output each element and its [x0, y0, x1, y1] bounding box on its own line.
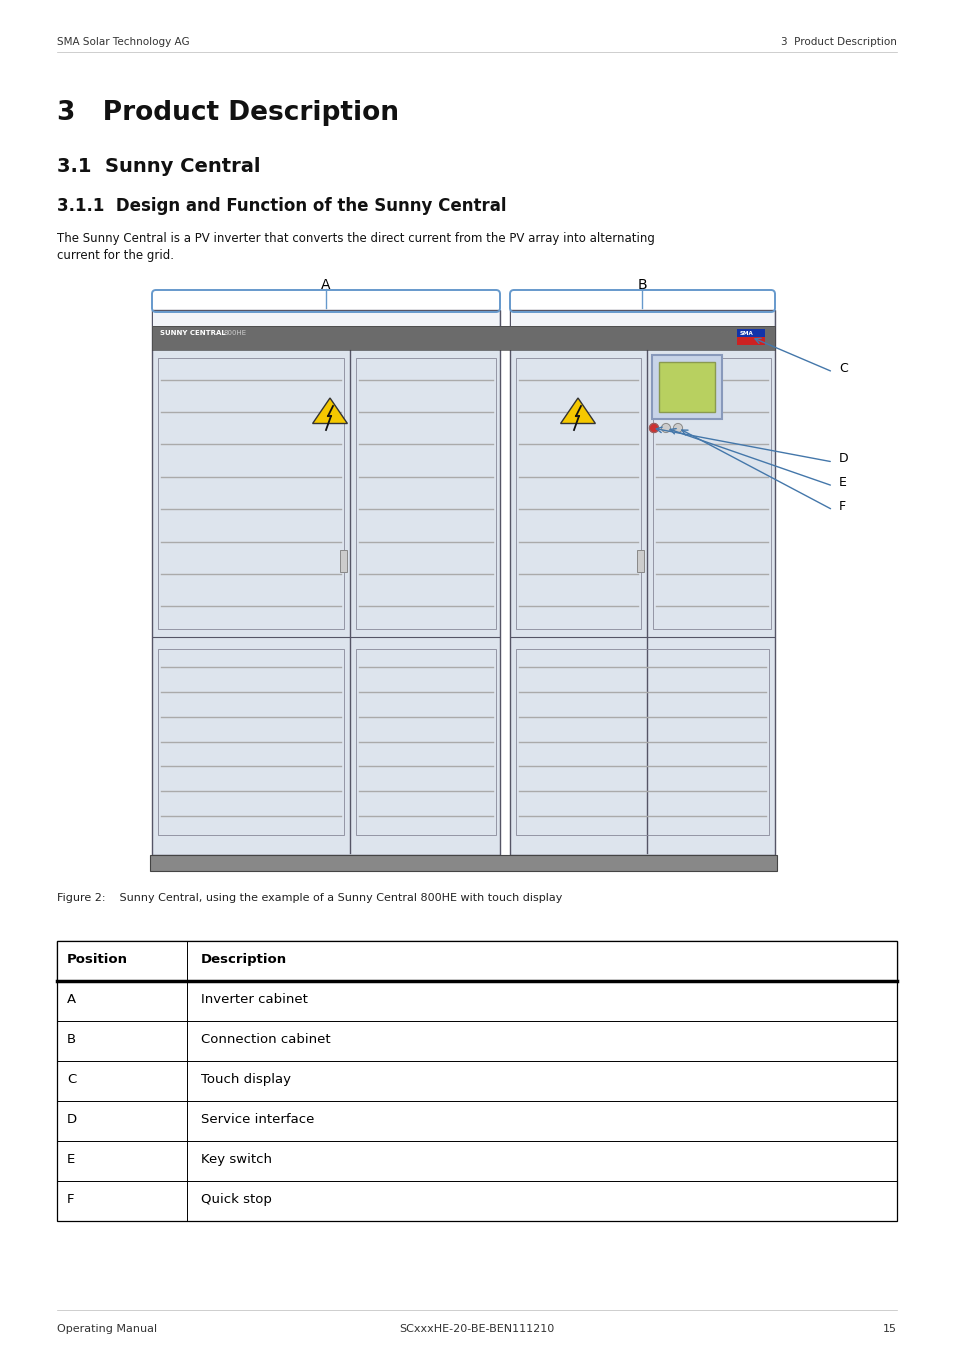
- Text: D: D: [67, 1113, 77, 1126]
- Bar: [152, 311, 498, 326]
- Bar: [516, 649, 768, 836]
- Bar: [511, 311, 773, 326]
- Bar: [355, 649, 496, 836]
- Text: E: E: [67, 1153, 75, 1165]
- Text: Figure 2:    Sunny Central, using the example of a Sunny Central 800HE with touc: Figure 2: Sunny Central, using the examp…: [57, 894, 561, 903]
- Bar: [355, 358, 496, 629]
- Circle shape: [649, 423, 658, 433]
- Bar: [737, 329, 764, 337]
- Bar: [651, 356, 721, 419]
- Text: Inverter cabinet: Inverter cabinet: [201, 992, 308, 1006]
- Bar: [339, 550, 347, 572]
- Text: Service interface: Service interface: [201, 1113, 314, 1126]
- Circle shape: [660, 423, 670, 433]
- Text: SUNNY CENTRAL: SUNNY CENTRAL: [160, 330, 226, 337]
- Text: A: A: [67, 992, 76, 1006]
- Text: D: D: [838, 452, 848, 465]
- Text: Key switch: Key switch: [201, 1153, 272, 1165]
- Text: 3   Product Description: 3 Product Description: [57, 100, 398, 126]
- Text: SMA: SMA: [740, 331, 753, 337]
- Bar: [158, 358, 344, 629]
- Text: E: E: [838, 476, 846, 488]
- Bar: [510, 310, 774, 854]
- Text: Connection cabinet: Connection cabinet: [201, 1033, 331, 1046]
- Text: Touch display: Touch display: [201, 1073, 291, 1086]
- Bar: [57, 941, 896, 982]
- Text: SCxxxHE-20-BE-BEN111210: SCxxxHE-20-BE-BEN111210: [399, 1324, 554, 1334]
- Bar: [152, 326, 774, 350]
- Text: 800HE: 800HE: [224, 330, 247, 337]
- Text: F: F: [838, 499, 845, 512]
- Text: The Sunny Central is a PV inverter that converts the direct current from the PV : The Sunny Central is a PV inverter that …: [57, 233, 654, 245]
- Bar: [737, 329, 764, 345]
- Text: C: C: [838, 361, 847, 375]
- Text: 15: 15: [882, 1324, 896, 1334]
- Circle shape: [673, 423, 681, 433]
- Text: C: C: [67, 1073, 76, 1086]
- Bar: [652, 358, 770, 629]
- Polygon shape: [560, 397, 595, 423]
- Text: F: F: [67, 1192, 74, 1206]
- Bar: [158, 649, 344, 836]
- Bar: [637, 550, 643, 572]
- Bar: [516, 358, 640, 629]
- Text: Description: Description: [201, 953, 287, 965]
- Text: A: A: [321, 279, 331, 292]
- Text: 3.1  Sunny Central: 3.1 Sunny Central: [57, 157, 260, 176]
- Bar: [152, 326, 774, 350]
- Bar: [57, 941, 896, 1221]
- Text: Position: Position: [67, 953, 128, 965]
- Text: B: B: [637, 279, 646, 292]
- Text: Operating Manual: Operating Manual: [57, 1324, 157, 1334]
- Bar: [152, 310, 499, 854]
- Polygon shape: [313, 397, 347, 423]
- Text: 3  Product Description: 3 Product Description: [781, 37, 896, 47]
- Bar: [150, 854, 776, 871]
- Text: SMA Solar Technology AG: SMA Solar Technology AG: [57, 37, 190, 47]
- Bar: [659, 362, 714, 412]
- Text: Quick stop: Quick stop: [201, 1192, 272, 1206]
- Text: current for the grid.: current for the grid.: [57, 249, 173, 262]
- Text: B: B: [67, 1033, 76, 1046]
- Text: 3.1.1  Design and Function of the Sunny Central: 3.1.1 Design and Function of the Sunny C…: [57, 197, 506, 215]
